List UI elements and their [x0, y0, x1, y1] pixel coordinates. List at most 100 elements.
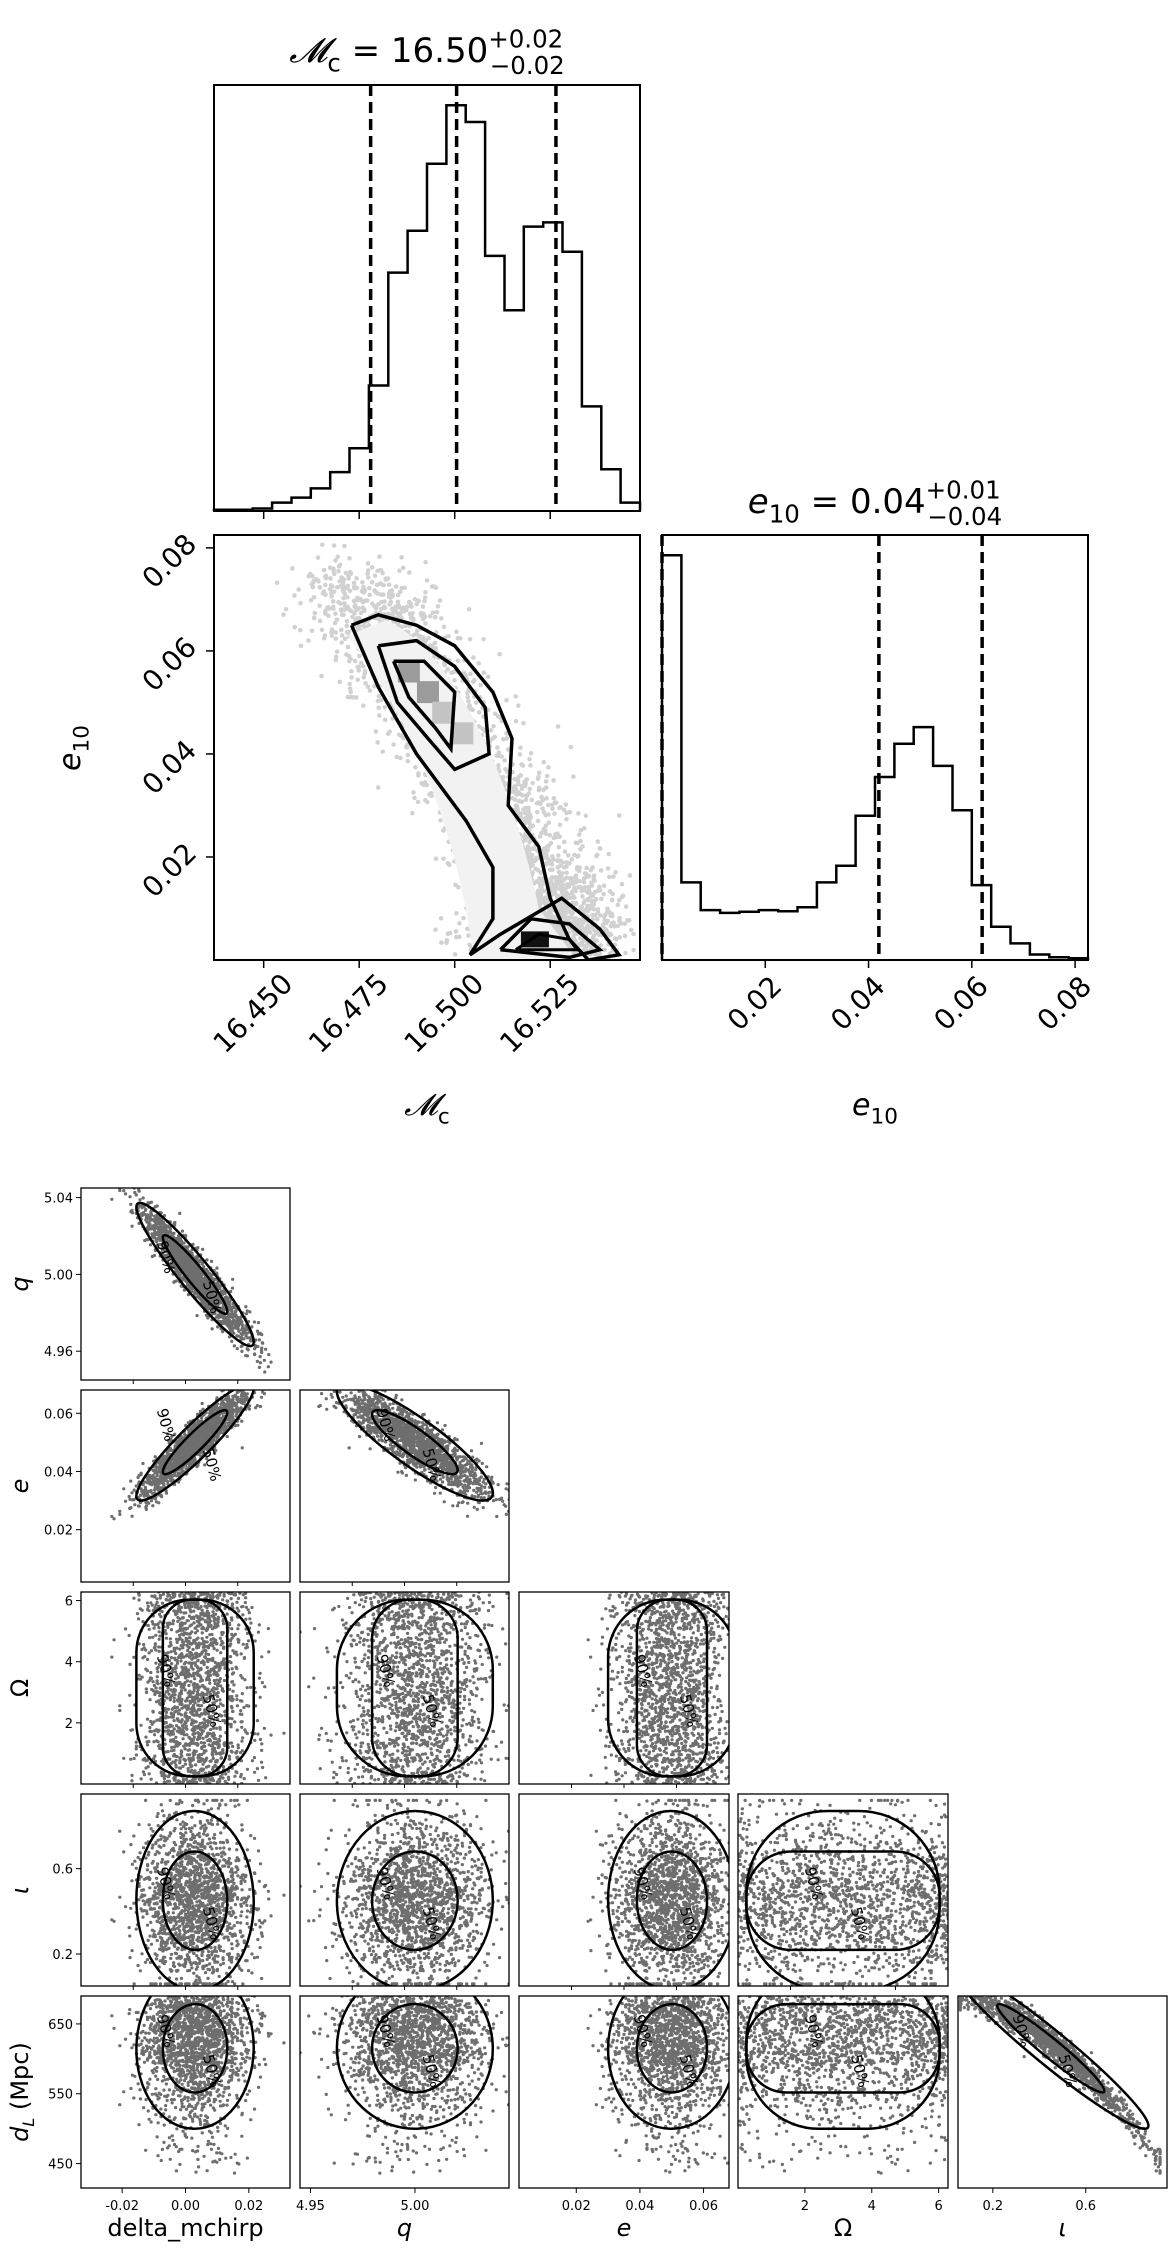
y-tick-label: 0.6: [52, 1863, 73, 1878]
x-tick-label: 0.02: [721, 970, 788, 1037]
y-tick-label: 0.06: [136, 630, 203, 697]
y-tick-label: 550: [48, 2088, 73, 2103]
x-tick-label: 16.500: [398, 967, 491, 1060]
x-tick-label: 0.06: [689, 2199, 718, 2214]
scatter-points: [110, 1798, 290, 1986]
contour-50: [996, 2002, 1106, 2094]
contour-50: [370, 1408, 459, 1476]
y-tick-label: 450: [48, 2158, 73, 2173]
scatter-points: [586, 1592, 729, 1784]
contour-50: [635, 1850, 709, 1952]
contour-50: [635, 2002, 709, 2094]
contour-50: [370, 1598, 459, 1778]
col-axis-label: e: [617, 2214, 632, 2242]
density-cell: [416, 681, 439, 704]
contour-90: [958, 1996, 1150, 2131]
scatter-points: [300, 1592, 509, 1784]
corner-panel-d_L-vs-iota: 50%90%0.2 0.6ι: [957, 1995, 1168, 2242]
x-tick-label: 2: [801, 2199, 809, 2214]
contour-mid: [376, 638, 491, 772]
corner-panel-Omega-vs-e: 50%90%: [518, 1591, 730, 1788]
scatter-points: [300, 1996, 509, 2175]
corner-panel-iota-vs-Omega: 50%90%: [737, 1793, 949, 1990]
corner-panel-iota-vs-q: 50%90%: [299, 1793, 510, 1990]
y-tick-label: 0.2: [52, 1948, 73, 1963]
contour-90: [135, 1996, 255, 2131]
contour-90: [335, 1809, 495, 1986]
contour-50: [161, 1598, 229, 1778]
y-tick-label: 5.04: [44, 1192, 73, 1207]
corner-panel-e-vs-q: 50%90%: [299, 1389, 510, 1586]
e10-y-axis-label: e10: [53, 725, 94, 771]
panel-frame: [661, 534, 1089, 961]
panel-frame: [80, 1187, 291, 1381]
corner-panel-e-vs-delta_mchirp: 50% 90% 0.02 0.04 0.06 e: [6, 1389, 291, 1586]
col-axis-label: q: [397, 2214, 412, 2242]
contour-50: [370, 2002, 459, 2094]
scatter-points: [586, 1996, 729, 2175]
row-axis-label: Ω: [6, 1679, 34, 1697]
contour-peak-inner: [514, 932, 580, 952]
contour-90: [135, 1201, 255, 1348]
y-tick-label: 0.04: [44, 1465, 73, 1480]
corner-panel-iota-vs-e: 50%90%: [518, 1793, 730, 1990]
contour-peak: [499, 916, 604, 960]
e10-axis-label: e10: [852, 1088, 898, 1129]
contour-50: [745, 2002, 941, 2094]
contour-inner: [391, 659, 457, 754]
panel-frame: [213, 84, 641, 512]
panel-frame: [213, 534, 641, 961]
mc-axis-label: 𝓜c: [404, 1088, 449, 1129]
corner-panel-Omega-vs-q: 50%90%: [299, 1591, 510, 1788]
row-axis-label: e: [6, 1479, 34, 1494]
contour-50: [635, 1598, 709, 1778]
x-tick-label: 4: [868, 2199, 876, 2214]
density-fill: [347, 620, 577, 960]
contour-90: [606, 1996, 729, 2131]
row-axis-label: ι: [6, 1886, 34, 1894]
histogram-line: [212, 104, 642, 511]
row-axis-label: q: [6, 1276, 34, 1291]
x-tick-label: 0.02: [562, 2199, 591, 2214]
corner-panel-d_L-vs-q: 50%90%4.95 5.00q: [296, 1995, 510, 2242]
histogram-line: [660, 553, 1090, 960]
x-tick-label: -0.02: [105, 2199, 139, 2214]
x-tick-label: 16.450: [207, 967, 300, 1060]
scatter-points: [300, 1798, 509, 1986]
contour-label-90: 90%: [153, 1406, 179, 1443]
contour-50: [370, 1850, 459, 1952]
y-tick-label: 4: [65, 1656, 73, 1671]
mc-e10-joint-panel: 16.450 16.475 16.500 16.525 0.02 0.04 0.06 0.08…: [53, 527, 641, 1129]
e10-title: e10 = 0.04+0.01 −0.04: [748, 476, 1002, 532]
contour-50: [161, 1408, 229, 1476]
y-tick-label: 650: [48, 2018, 73, 2033]
density-cell: [432, 701, 455, 724]
panel-frame: [299, 1995, 510, 2189]
x-tick-label: 5.00: [400, 2199, 429, 2214]
scatter-points: [738, 1798, 948, 1986]
contour-90: [135, 1390, 255, 1502]
y-tick-label: 0.02: [44, 1524, 73, 1539]
contour-label-90: 90%: [153, 1865, 179, 1902]
contour-90: [335, 1390, 495, 1502]
y-tick-label: 0.08: [136, 527, 203, 594]
x-tick-label: 0.2: [982, 2199, 1003, 2214]
e10-histogram-panel: e10 = 0.04+0.01 −0.04 0.02 0.04 0.06 0.08 e10: [660, 476, 1098, 1129]
x-tick-label: 0.04: [824, 970, 891, 1037]
corner-panel-d_L-vs-e: 50%90%0.02 0.04 0.06e: [518, 1995, 730, 2242]
contour-50: [161, 2002, 229, 2094]
x-tick-label: 16.525: [493, 967, 586, 1060]
contour-outer: [349, 612, 623, 960]
col-axis-label: ι: [1058, 2214, 1066, 2242]
scatter-points: [317, 1390, 509, 1519]
y-tick-label: 0.06: [44, 1407, 73, 1422]
scatter-points: [110, 1996, 290, 2175]
panel-frame: [957, 1995, 1168, 2189]
contour-90: [606, 1809, 729, 1986]
scatter-points: [738, 1996, 948, 2175]
density-cell: [397, 660, 420, 683]
scatter-points: [110, 1592, 290, 1784]
contour-90: [135, 1809, 255, 1986]
x-tick-label: 6: [934, 2199, 942, 2214]
